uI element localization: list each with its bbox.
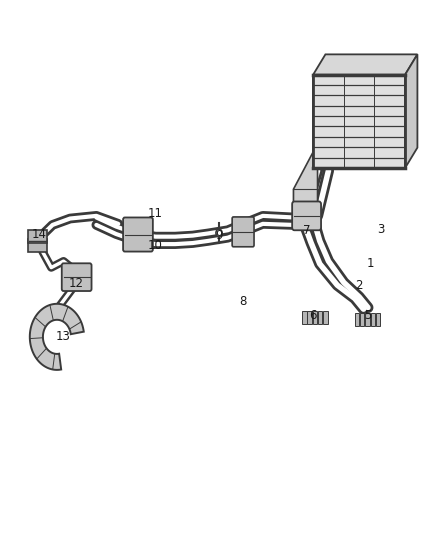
Bar	[365, 313, 370, 326]
Bar	[376, 313, 380, 326]
Text: 5: 5	[364, 309, 371, 322]
Polygon shape	[313, 54, 417, 75]
Text: 2: 2	[355, 279, 363, 292]
Text: 8: 8	[240, 295, 247, 308]
FancyBboxPatch shape	[28, 230, 47, 243]
Bar	[318, 311, 322, 324]
Text: 13: 13	[56, 330, 71, 343]
Polygon shape	[405, 54, 417, 168]
Text: 10: 10	[148, 239, 163, 252]
Text: 14: 14	[32, 228, 47, 241]
Text: 3: 3	[378, 223, 385, 236]
Bar	[371, 313, 375, 326]
Bar	[313, 311, 317, 324]
Text: 9: 9	[215, 229, 223, 242]
Text: 7: 7	[303, 224, 311, 237]
FancyBboxPatch shape	[292, 201, 321, 230]
Bar	[360, 313, 364, 326]
FancyBboxPatch shape	[123, 217, 153, 252]
FancyBboxPatch shape	[62, 263, 92, 291]
Bar	[323, 311, 328, 324]
Bar	[355, 313, 359, 326]
Text: 6: 6	[309, 309, 317, 322]
Text: 11: 11	[148, 207, 163, 220]
FancyBboxPatch shape	[232, 217, 254, 247]
Polygon shape	[30, 304, 84, 370]
Bar	[307, 311, 312, 324]
Text: 1: 1	[366, 257, 374, 270]
Circle shape	[216, 229, 222, 237]
Bar	[302, 311, 307, 324]
Polygon shape	[293, 152, 318, 208]
Text: 12: 12	[69, 277, 84, 290]
FancyBboxPatch shape	[28, 239, 47, 252]
Bar	[313, 75, 405, 168]
Circle shape	[300, 207, 313, 222]
